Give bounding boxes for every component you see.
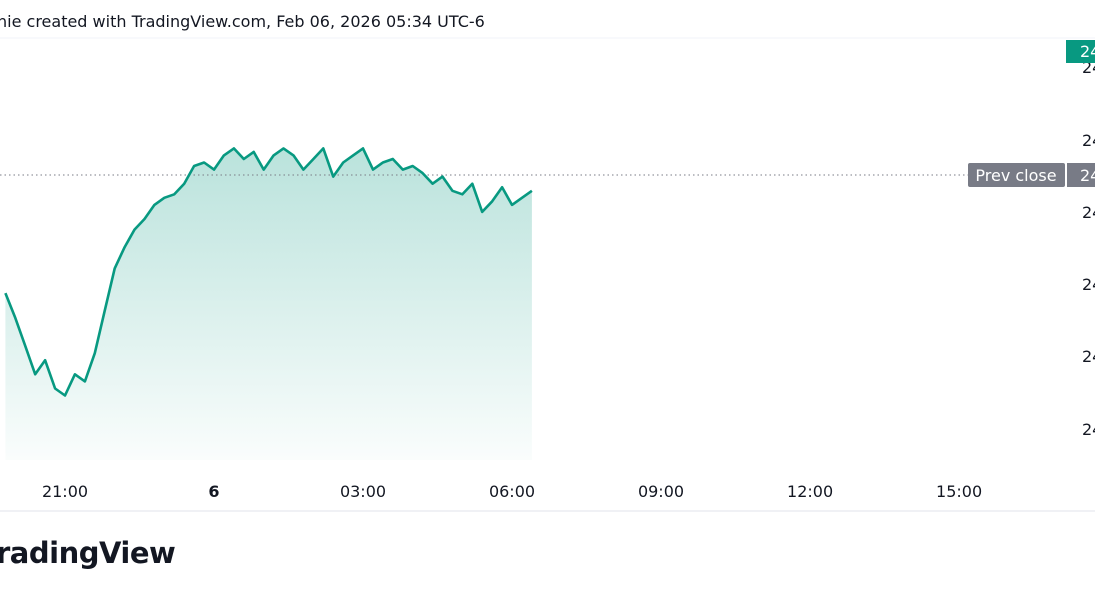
time-axis: 21:00 6 03:00 06:00 09:00 12:00 15:00: [42, 482, 982, 501]
prev-close-badge: [968, 163, 1065, 187]
prev-close-value-badge: [1067, 163, 1095, 187]
prev-close-value-label: 24: [1080, 166, 1095, 185]
price-tick-label: 24: [1082, 203, 1095, 222]
last-price-badge: [1066, 40, 1095, 63]
time-tick-label: 12:00: [787, 482, 833, 501]
time-tick-label: 21:00: [42, 482, 88, 501]
price-tick-label: 24: [1082, 275, 1095, 294]
chart-header: nie created with TradingView.com, Feb 06…: [0, 10, 1095, 34]
time-tick-label: 09:00: [638, 482, 684, 501]
tradingview-logo-text: radingView: [0, 536, 176, 570]
time-tick-label: 03:00: [340, 482, 386, 501]
chart-caption: nie created with TradingView.com, Feb 06…: [0, 12, 485, 31]
price-line: [4, 147, 533, 397]
price-tick-label: 24: [1082, 420, 1095, 439]
price-tick-label: 24: [1082, 347, 1095, 366]
price-area-fill: [5, 148, 532, 460]
price-tick-label: 24: [1082, 131, 1095, 150]
price-axis: 24242424242424Prev close24: [968, 40, 1095, 439]
last-price-label: 24: [1080, 42, 1095, 61]
time-tick-label: 15:00: [936, 482, 982, 501]
time-tick-label: 06:00: [489, 482, 535, 501]
prev-close-label: Prev close: [975, 166, 1056, 185]
tradingview-logo: radingView: [0, 536, 176, 570]
plot-area: [0, 147, 968, 460]
time-tick-label: 6: [208, 482, 219, 501]
